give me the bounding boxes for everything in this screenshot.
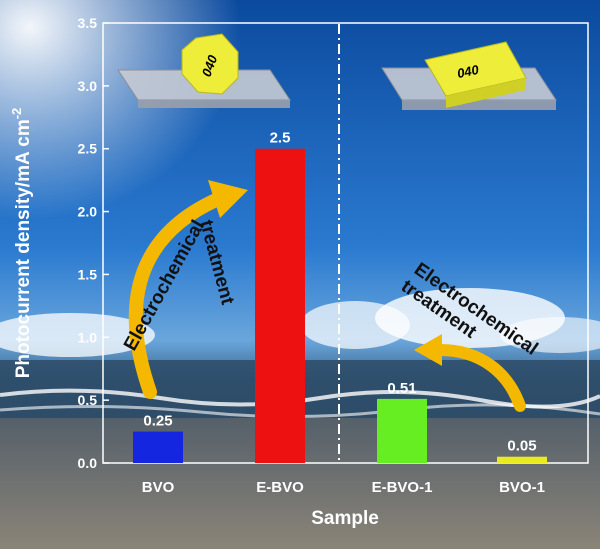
y-axis-title-main: Photocurrent density/mA cm xyxy=(13,119,34,378)
x-tick-label: E-BVO xyxy=(256,479,304,496)
cloud xyxy=(500,317,600,353)
crystal-right-side xyxy=(446,78,526,108)
crystal-illustration-left: 040 xyxy=(117,33,291,108)
y-tick-label: 2.0 xyxy=(78,204,98,220)
x-axis: BVO E-BVO E-BVO-1 BVO-1 xyxy=(142,479,545,496)
y-axis-title-sup: -2 xyxy=(9,108,24,120)
x-axis-title: Sample xyxy=(311,508,379,529)
y-tick-label: 3.5 xyxy=(78,15,98,31)
substrate-right-edge xyxy=(402,100,556,110)
x-tick-label: BVO xyxy=(142,479,175,496)
bar-bvo xyxy=(133,431,183,463)
crystal-right-label: 040 xyxy=(456,62,481,81)
y-axis-title: Photocurrent density/mA cm-2 xyxy=(9,108,34,379)
bar-value-label: 0.25 xyxy=(143,413,172,430)
y-tick-label: 3.0 xyxy=(78,78,98,94)
crystal-left xyxy=(181,33,239,95)
y-tick-label: 0.0 xyxy=(78,455,98,471)
x-tick-label: BVO-1 xyxy=(499,479,545,496)
bar-value-label: 0.05 xyxy=(507,438,536,455)
crystal-illustration-right: 040 xyxy=(381,41,557,110)
y-axis: 0.0 0.5 1.0 1.5 2.0 2.5 3.0 3.5 xyxy=(78,15,109,471)
substrate-left-edge xyxy=(138,100,290,108)
cloud xyxy=(0,313,155,357)
y-tick-label: 1.0 xyxy=(78,329,98,345)
plot-frame xyxy=(102,22,589,464)
bars: 0.25 2.5 0.51 0.05 xyxy=(133,130,547,463)
y-tick-label: 2.5 xyxy=(78,141,98,157)
bar-e-bvo-1 xyxy=(377,398,427,463)
crystal-left-label: 040 xyxy=(199,52,221,78)
x-tick-label: E-BVO-1 xyxy=(372,479,433,496)
bar-e-bvo xyxy=(255,148,305,463)
y-tick-label: 1.5 xyxy=(78,266,98,282)
treatment-arrow-right xyxy=(414,334,526,412)
y-tick-label: 0.5 xyxy=(78,392,98,408)
bar-value-label: 0.51 xyxy=(387,380,416,397)
bar-value-label: 2.5 xyxy=(270,130,291,147)
bar-bvo-1 xyxy=(497,456,547,463)
treatment-arrow-left xyxy=(128,180,248,399)
